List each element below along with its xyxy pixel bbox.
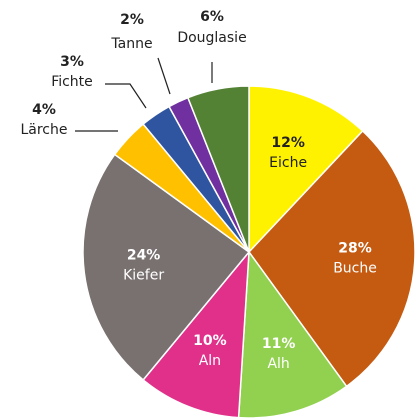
slice-label: Kiefer bbox=[123, 267, 164, 283]
slice-label: Eiche bbox=[269, 155, 307, 171]
leader-line bbox=[105, 83, 147, 109]
slice-percent: 11% bbox=[262, 336, 296, 352]
slice-label: Aln bbox=[199, 353, 221, 369]
slice-percent: 6% bbox=[200, 9, 224, 25]
slice-label: Alh bbox=[267, 356, 289, 372]
slice-label: Douglasie bbox=[177, 30, 246, 46]
pie-slice bbox=[237, 249, 348, 419]
slice-percent: 12% bbox=[271, 135, 305, 151]
pie-slice bbox=[82, 153, 251, 381]
pie-slice bbox=[186, 85, 250, 253]
pie-slice bbox=[142, 249, 250, 419]
slice-label: Buche bbox=[333, 261, 377, 277]
pie-slice bbox=[248, 85, 364, 254]
slice-label: Lärche bbox=[20, 122, 67, 138]
slice-percent: 10% bbox=[193, 333, 227, 349]
slice-label: Tanne bbox=[110, 36, 152, 52]
slice-percent: 28% bbox=[338, 241, 372, 257]
slice-percent: 24% bbox=[127, 247, 161, 263]
slice-percent: 3% bbox=[60, 54, 84, 70]
leader-line bbox=[157, 57, 171, 95]
slice-percent: 4% bbox=[32, 102, 56, 118]
slice-label: Fichte bbox=[51, 74, 93, 90]
slice-percent: 2% bbox=[120, 12, 144, 28]
